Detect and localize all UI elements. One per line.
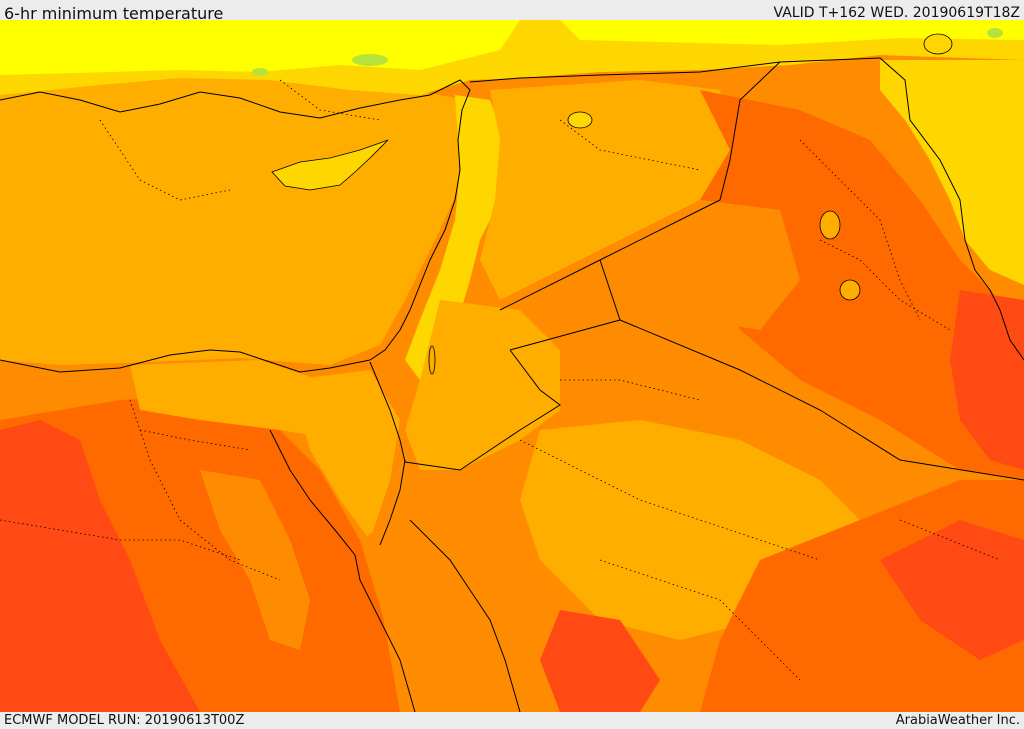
- jordan-light-field: [405, 300, 560, 470]
- jordan-saudi-border: [404, 349, 561, 471]
- saudi-red-patch: [540, 610, 660, 712]
- model-run-label: ECMWF MODEL RUN: 20190613T00Z: [4, 713, 245, 728]
- iraq-iran-border: [779, 57, 976, 271]
- turkey-bright-yellow: [0, 20, 520, 75]
- egypt-red-field: [0, 420, 200, 712]
- zagros-yellow-field: [880, 60, 1024, 285]
- province-borders: [0, 79, 1001, 681]
- lake-2: [839, 279, 861, 301]
- lake-3: [567, 111, 593, 129]
- levant-yellow-field: [405, 95, 505, 380]
- turkey-yellow-east: [560, 20, 1024, 45]
- gulf-of-suez: [269, 429, 416, 712]
- footer-bar: [0, 712, 1024, 729]
- map-title: 6-hr minimum temperature: [4, 4, 224, 23]
- green-patch-2: [987, 28, 1003, 38]
- gulf-of-aqaba: [379, 459, 406, 546]
- turkey-coast: [0, 79, 471, 171]
- iraq-dark-field: [700, 90, 1024, 480]
- valid-time-label: VALID T+162 WED. 20190619T18Z: [773, 5, 1020, 21]
- gulf-red-field: [950, 290, 1024, 470]
- country-borders: [369, 57, 1024, 481]
- iraq-saudi-border: [619, 319, 1024, 481]
- sinai-field: [290, 370, 400, 540]
- coastlines: [0, 79, 1024, 712]
- persian-gulf-coast: [974, 269, 1024, 361]
- egypt-coast: [0, 349, 371, 373]
- turkey-syria-border: [469, 61, 781, 83]
- green-patch-3: [252, 68, 268, 76]
- temperature-map: [0, 20, 1024, 712]
- jordan-border: [509, 259, 621, 351]
- cyprus-island: [271, 139, 389, 191]
- dead-sea: [428, 345, 436, 375]
- red-sea-east-coast: [409, 519, 521, 712]
- levant-coast: [369, 169, 461, 361]
- mediterranean-field: [0, 75, 470, 365]
- green-patch-1: [352, 54, 388, 66]
- iraq-inner-field: [660, 200, 800, 330]
- credit-label: ArabiaWeather Inc.: [895, 713, 1020, 728]
- header-bar: [0, 0, 1024, 20]
- lake-4: [923, 33, 953, 55]
- egypt-orange-patch: [200, 470, 310, 650]
- lake-1: [819, 210, 841, 240]
- egypt-israel-border: [369, 361, 406, 463]
- syria-light-field: [480, 80, 730, 300]
